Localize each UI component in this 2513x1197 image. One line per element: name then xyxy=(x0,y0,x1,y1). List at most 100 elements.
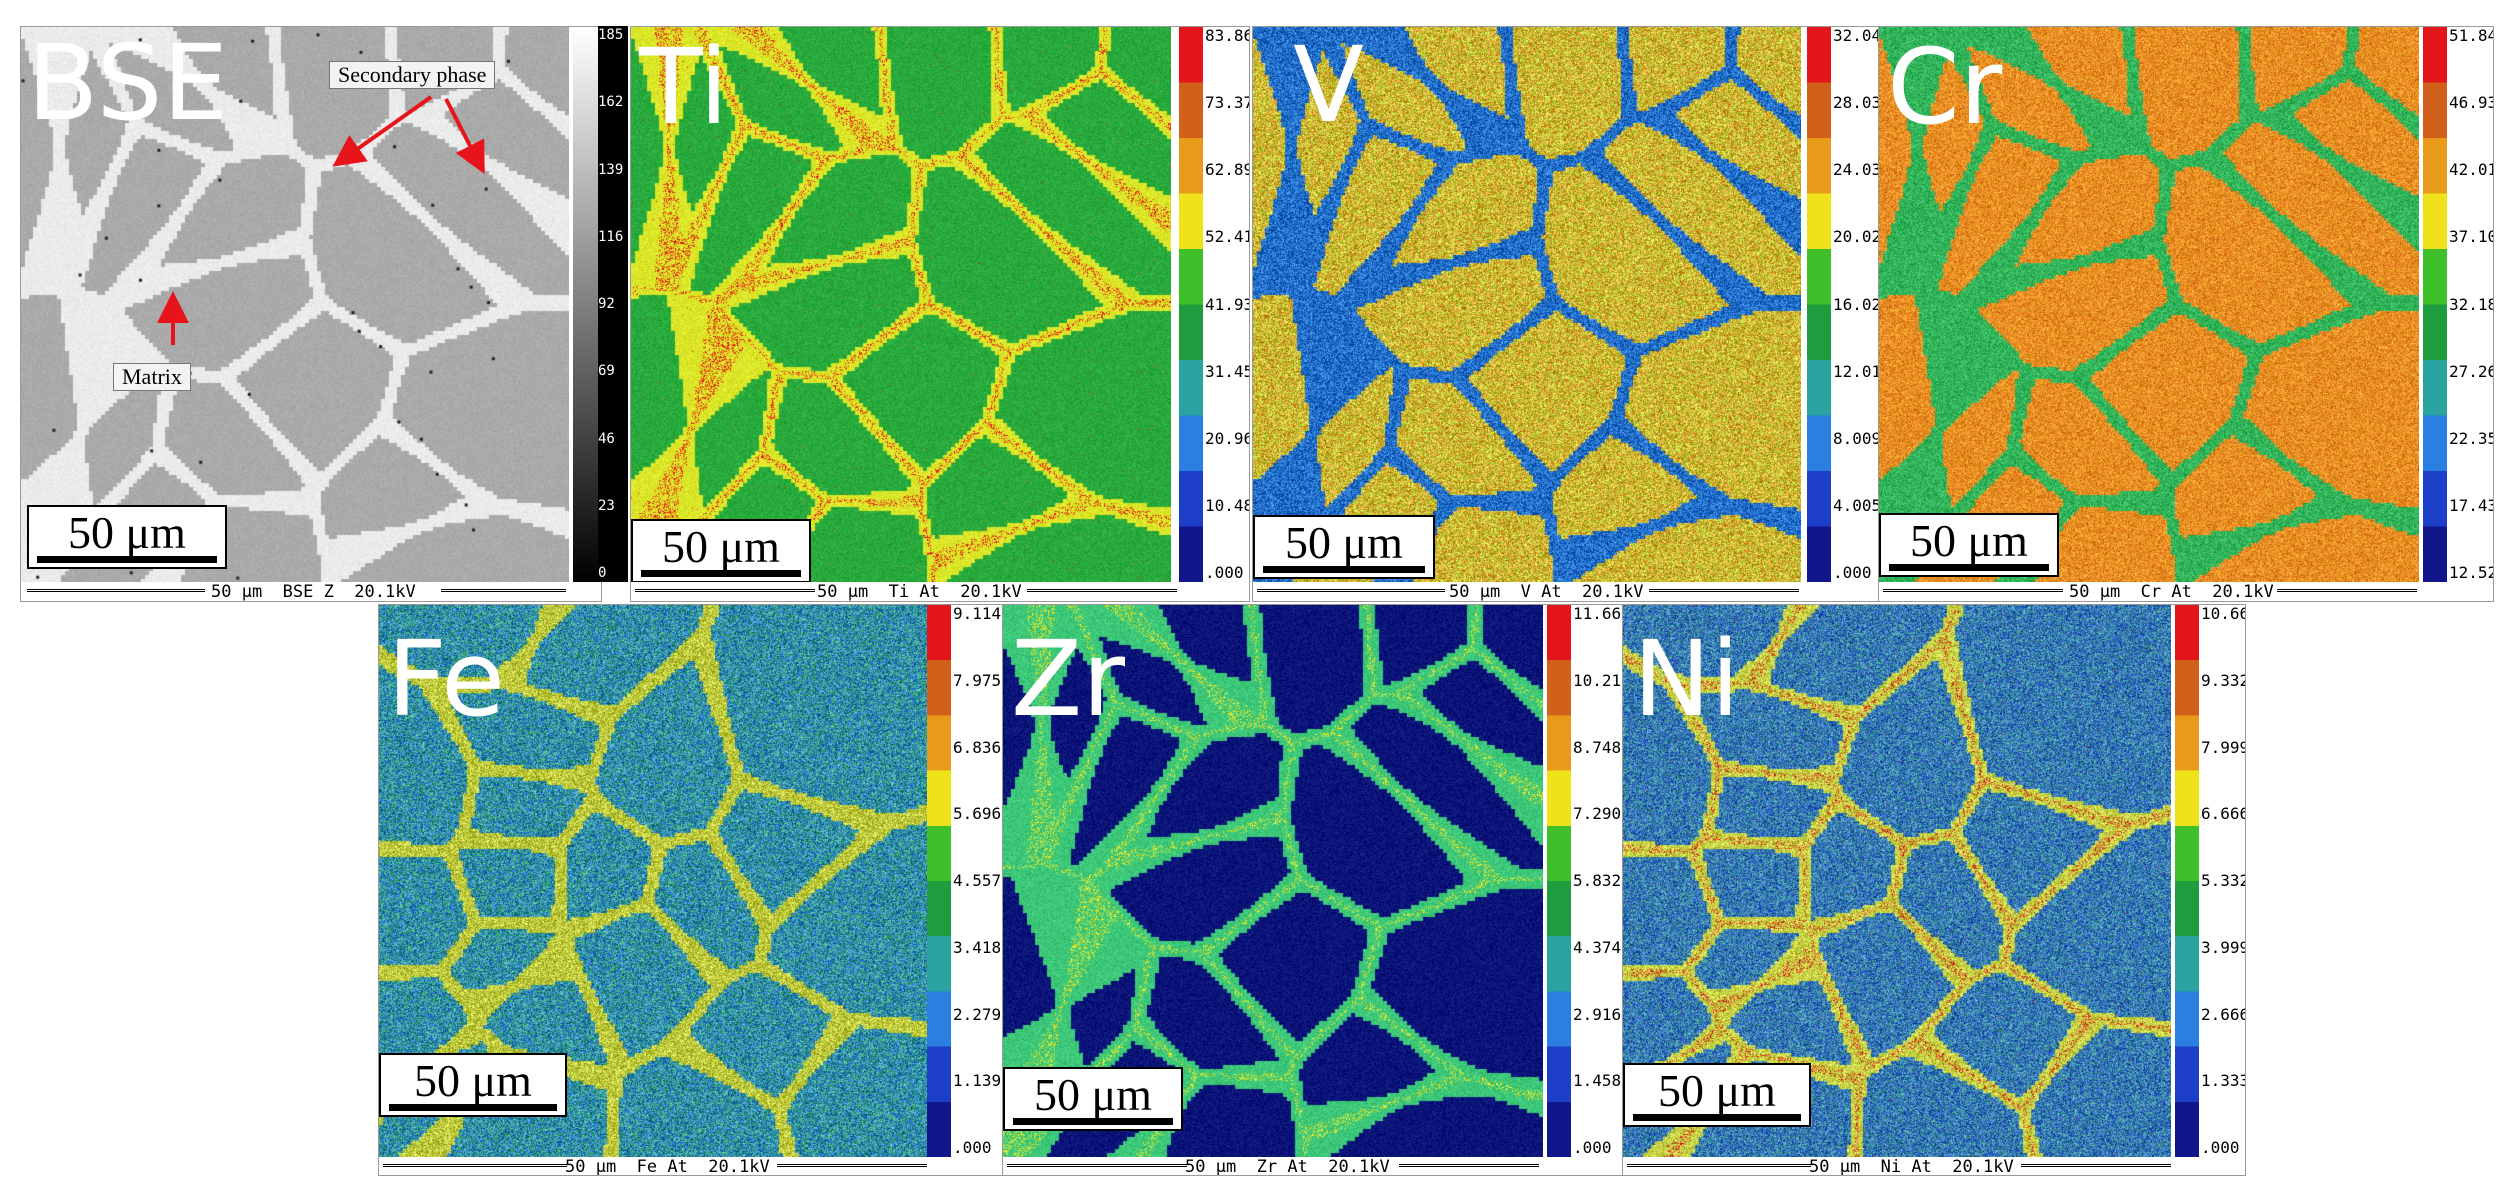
ni-scale-bar: 50 μm xyxy=(1623,1063,1811,1127)
colorbar-tick-label: 92 xyxy=(598,296,615,312)
colorbar-tick-label: 9.114 xyxy=(953,604,1002,623)
cr-map-image xyxy=(1879,27,2419,582)
ni-colorbar xyxy=(2175,605,2199,1157)
ti-footer: 50 μm Ti At 20.1kV xyxy=(631,582,1249,602)
colorbar-tick-label: 1.139 xyxy=(953,1071,1002,1091)
ti-scale-bar: 50 μm xyxy=(631,519,811,583)
secondary-phase-label: Secondary phase xyxy=(329,61,496,89)
colorbar-tick-label: 139 xyxy=(598,161,624,178)
colorbar-tick-label: 162 xyxy=(598,94,624,111)
fe-panel: Fe 50 μm 9.114 7.975 6.836 5.696 4.557 3.418 2… xyxy=(378,604,1004,1176)
colorbar-tick-label: 6.836 xyxy=(953,737,1002,757)
fe-footer-text: 50 μm Fe At 20.1kV xyxy=(565,1157,770,1176)
colorbar-tick-label: 2.916 xyxy=(1573,1004,1622,1024)
colorbar-tick-label: 46.93 xyxy=(2449,93,2494,113)
zr-panel: Zr 50 μm 11.66 10.21 8.748 7.290 5.832 4.374 2… xyxy=(1002,604,1624,1176)
colorbar-tick-label: 8.748 xyxy=(1573,737,1622,757)
colorbar-tick-label: 116 xyxy=(598,228,624,245)
ti-colorbar xyxy=(1179,27,1203,582)
colorbar-tick-label: 12.52 xyxy=(2449,563,2494,582)
zr-footer: 50 μm Zr At 20.1kV xyxy=(1003,1157,1623,1176)
ti-panel: Ti 50 μm 83.86 73.37 62.89 52.41 41.93 31.45 2… xyxy=(630,26,1250,602)
v-scale-bar: 50 μm xyxy=(1253,515,1435,579)
colorbar-tick-label: 28.03 xyxy=(1833,93,1882,113)
ti-symbol: Ti xyxy=(639,26,729,148)
colorbar-tick-label: 3.999 xyxy=(2201,937,2246,957)
colorbar-tick-label: 6.666 xyxy=(2201,804,2246,824)
colorbar-tick-label: 1.333 xyxy=(2201,1071,2246,1091)
cr-scale-bar: 50 μm xyxy=(1879,513,2059,577)
cr-footer-text: 50 μm Cr At 20.1kV xyxy=(2069,582,2274,602)
colorbar-tick-label: 10.48 xyxy=(1205,495,1250,515)
colorbar-tick-label: 7.975 xyxy=(953,670,1002,690)
colorbar-tick-label: 8.009 xyxy=(1833,428,1882,448)
colorbar-tick-label: 32.18 xyxy=(2449,294,2494,314)
colorbar-tick-label: 16.02 xyxy=(1833,294,1882,314)
colorbar-tick-label: 20.02 xyxy=(1833,227,1882,247)
colorbar-tick-label: 2.666 xyxy=(2201,1004,2246,1024)
colorbar-tick-label: 5.832 xyxy=(1573,871,1622,890)
v-footer: 50 μm V At 20.1kV xyxy=(1253,582,1881,602)
bse-map-image xyxy=(21,27,569,582)
colorbar-tick-label: 1.458 xyxy=(1573,1071,1622,1091)
zr-scale-bar: 50 μm xyxy=(1003,1067,1183,1131)
colorbar-tick-label: 9.332 xyxy=(2201,670,2246,690)
colorbar-tick-label: 10.66 xyxy=(2201,604,2246,623)
zr-scale-label: 50 μm xyxy=(1034,1069,1152,1120)
ti-footer-text: 50 μm Ti At 20.1kV xyxy=(817,582,1022,602)
colorbar-tick-label: 4.005 xyxy=(1833,495,1882,515)
ti-map-image xyxy=(631,27,1171,582)
colorbar-tick-label: 7.290 xyxy=(1573,804,1622,824)
ti-scale-label: 50 μm xyxy=(662,521,780,572)
zr-symbol: Zr xyxy=(1011,618,1126,740)
colorbar-tick-label: 5.696 xyxy=(953,804,1002,824)
colorbar-tick-label: 3.418 xyxy=(953,937,1002,957)
colorbar-tick-label: 7.999 xyxy=(2201,737,2246,757)
colorbar-tick-label: 27.26 xyxy=(2449,361,2494,381)
bse-colorbar xyxy=(573,27,601,582)
fe-scale-bar: 50 μm xyxy=(379,1053,567,1117)
colorbar-tick-label: 10.21 xyxy=(1573,670,1622,690)
fe-colorbar xyxy=(927,605,951,1157)
matrix-label: Matrix xyxy=(113,363,191,391)
zr-footer-text: 50 μm Zr At 20.1kV xyxy=(1185,1157,1390,1176)
ti-scale-line xyxy=(641,570,801,577)
v-scale-line xyxy=(1263,566,1425,573)
zr-map-image xyxy=(1003,605,1543,1157)
ni-footer: 50 μm Ni At 20.1kV xyxy=(1623,1157,2245,1175)
colorbar-tick-label: 73.37 xyxy=(1205,93,1250,113)
colorbar-tick-label: 62.89 xyxy=(1205,160,1250,180)
colorbar-tick-label: .000 xyxy=(1573,1138,1612,1157)
cr-panel: Cr 50 μm 51.84 46.93 42.01 37.10 32.18 27.26 2… xyxy=(1878,26,2494,602)
cr-footer: 50 μm Cr At 20.1kV xyxy=(1879,582,2493,602)
fe-scale-line xyxy=(389,1104,557,1111)
cr-symbol: Cr xyxy=(1887,26,2003,148)
colorbar-tick-label: 37.10 xyxy=(2449,227,2494,247)
ni-scale-label: 50 μm xyxy=(1658,1065,1776,1116)
cr-colorbar xyxy=(2423,27,2447,582)
bse-annotation-arrows xyxy=(157,95,485,345)
colorbar-tick-label: 42.01 xyxy=(2449,160,2494,180)
ni-panel: Ni 50 μm 10.66 9.332 7.999 6.666 5.332 3.999 2… xyxy=(1622,604,2246,1176)
colorbar-tick-label: 4.557 xyxy=(953,871,1002,890)
zr-scale-line xyxy=(1013,1118,1173,1125)
colorbar-tick-label: 31.45 xyxy=(1205,361,1250,381)
colorbar-tick-label: 83.86 xyxy=(1205,26,1250,45)
bse-scale-bar: 50 μm xyxy=(27,505,227,569)
ni-symbol: Ni xyxy=(1633,618,1740,740)
v-footer-text: 50 μm V At 20.1kV xyxy=(1449,582,1644,602)
v-panel: V 50 μm 32.04 28.03 24.03 20.02 16.02 12.01 8.… xyxy=(1252,26,1882,602)
bse-scale-label: 50 μm xyxy=(68,507,186,558)
colorbar-tick-label: 12.01 xyxy=(1833,361,1882,381)
cr-scale-line xyxy=(1889,564,2049,571)
fe-scale-label: 50 μm xyxy=(414,1055,532,1106)
colorbar-tick-label: 5.332 xyxy=(2201,871,2246,890)
ni-scale-line xyxy=(1633,1114,1801,1121)
colorbar-tick-label: 22.35 xyxy=(2449,428,2494,448)
v-scale-label: 50 μm xyxy=(1285,517,1403,568)
colorbar-tick-label: 24.03 xyxy=(1833,160,1882,180)
v-map-image xyxy=(1253,27,1801,582)
v-symbol: V xyxy=(1293,26,1365,146)
colorbar-tick-label: 17.43 xyxy=(2449,495,2494,515)
colorbar-tick-label: 51.84 xyxy=(2449,26,2494,45)
